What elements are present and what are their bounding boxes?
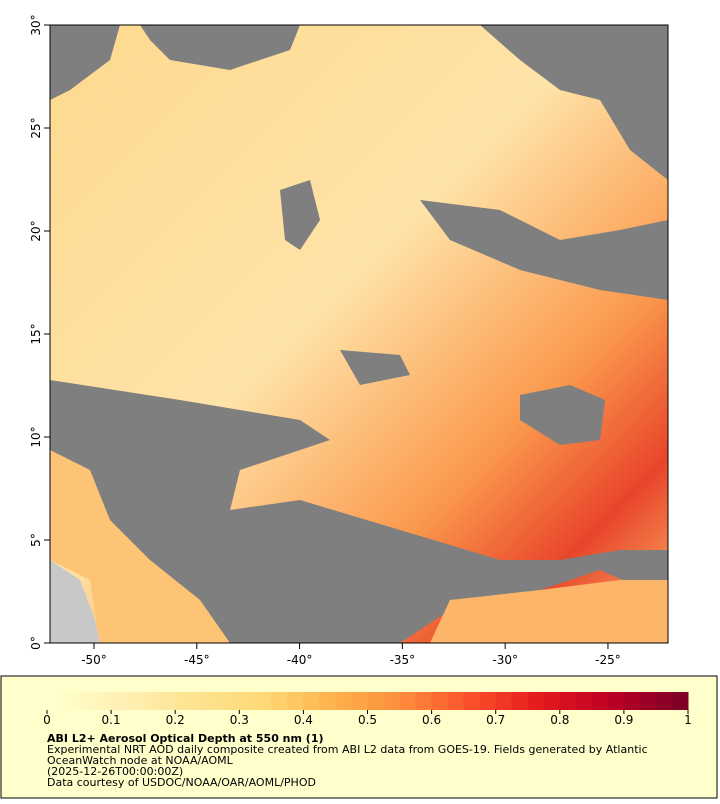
colorbar-swatch	[63, 692, 80, 710]
y-tick-label: 20°	[29, 220, 43, 241]
colorbar-tick-label: 1	[684, 713, 692, 727]
colorbar-swatch	[655, 692, 673, 710]
legend-line: Experimental NRT AOD daily composite cre…	[47, 743, 648, 756]
colorbar-tick-label: 0.7	[486, 713, 505, 727]
x-tick-label: -30°	[492, 653, 518, 667]
legend-line: OceanWatch node at NOAA/AOML	[47, 754, 234, 767]
colorbar-swatch	[367, 692, 385, 710]
colorbar-swatch	[223, 692, 240, 710]
y-tick-label: 30°	[29, 14, 43, 35]
colorbar-tick-label: 0	[43, 713, 51, 727]
colorbar-swatch	[255, 692, 272, 710]
colorbar-tick-label: 0.6	[422, 713, 441, 727]
colorbar-swatch	[79, 692, 96, 710]
colorbar-swatch	[175, 692, 192, 710]
colorbar-swatch	[111, 692, 128, 710]
y-tick-label: 25°	[29, 117, 43, 138]
colorbar-swatch	[623, 692, 641, 710]
colorbar-swatch	[319, 692, 336, 710]
colorbar-swatch	[575, 692, 593, 710]
colorbar-swatch	[207, 692, 224, 710]
colorbar-tick-label: 0.3	[230, 713, 249, 727]
legend-line: Data courtesy of USDOC/NOAA/OAR/AOML/PHO…	[47, 776, 316, 789]
colorbar-tick-label: 0.4	[294, 713, 313, 727]
colorbar-swatch	[351, 692, 368, 710]
colorbar-swatch	[143, 692, 160, 710]
y-tick-label: 10°	[29, 426, 43, 447]
colorbar-tick-label: 0.1	[102, 713, 121, 727]
colorbar-tick-label: 0.8	[550, 713, 569, 727]
legend-line: (2025-12-26T00:00:00Z)	[47, 765, 183, 778]
colorbar-swatch	[383, 692, 401, 710]
colorbar-swatch	[335, 692, 352, 710]
colorbar-swatch	[415, 692, 433, 710]
x-tick-label: -25°	[595, 653, 621, 667]
colorbar-swatch	[47, 692, 64, 710]
colorbar-swatch	[287, 692, 304, 710]
y-tick-label: 5°	[29, 533, 43, 547]
colorbar-swatch	[271, 692, 288, 710]
x-tick-label: -35°	[390, 653, 416, 667]
colorbar-swatch	[511, 692, 529, 710]
colorbar-swatch	[671, 692, 689, 710]
legend-title: ABI L2+ Aerosol Optical Depth at 550 nm …	[47, 732, 324, 745]
colorbar-swatch	[463, 692, 481, 710]
colorbar-swatch	[527, 692, 545, 710]
x-tick-label: -50°	[81, 653, 107, 667]
x-tick-label: -40°	[287, 653, 313, 667]
colorbar-swatch	[431, 692, 449, 710]
colorbar-tick-label: 0.2	[166, 713, 185, 727]
x-tick-label: -45°	[184, 653, 210, 667]
colorbar-swatch	[479, 692, 497, 710]
colorbar-swatch	[639, 692, 657, 710]
y-tick-label: 0°	[29, 636, 43, 650]
colorbar-swatch	[447, 692, 465, 710]
colorbar-tick-label: 0.5	[358, 713, 377, 727]
colorbar-swatch	[127, 692, 144, 710]
colorbar-swatch	[95, 692, 112, 710]
colorbar-swatch	[159, 692, 176, 710]
colorbar-swatch	[191, 692, 208, 710]
map-image	[49, 24, 669, 644]
colorbar-swatch	[303, 692, 320, 710]
colorbar-swatch	[543, 692, 561, 710]
colorbar-swatch	[495, 692, 513, 710]
y-tick-label: 15°	[29, 323, 43, 344]
colorbar-swatch	[607, 692, 625, 710]
colorbar-swatch	[399, 692, 417, 710]
colorbar-swatch	[559, 692, 577, 710]
colorbar-swatch	[239, 692, 256, 710]
colorbar-tick-label: 0.9	[614, 713, 633, 727]
colorbar-swatch	[591, 692, 609, 710]
